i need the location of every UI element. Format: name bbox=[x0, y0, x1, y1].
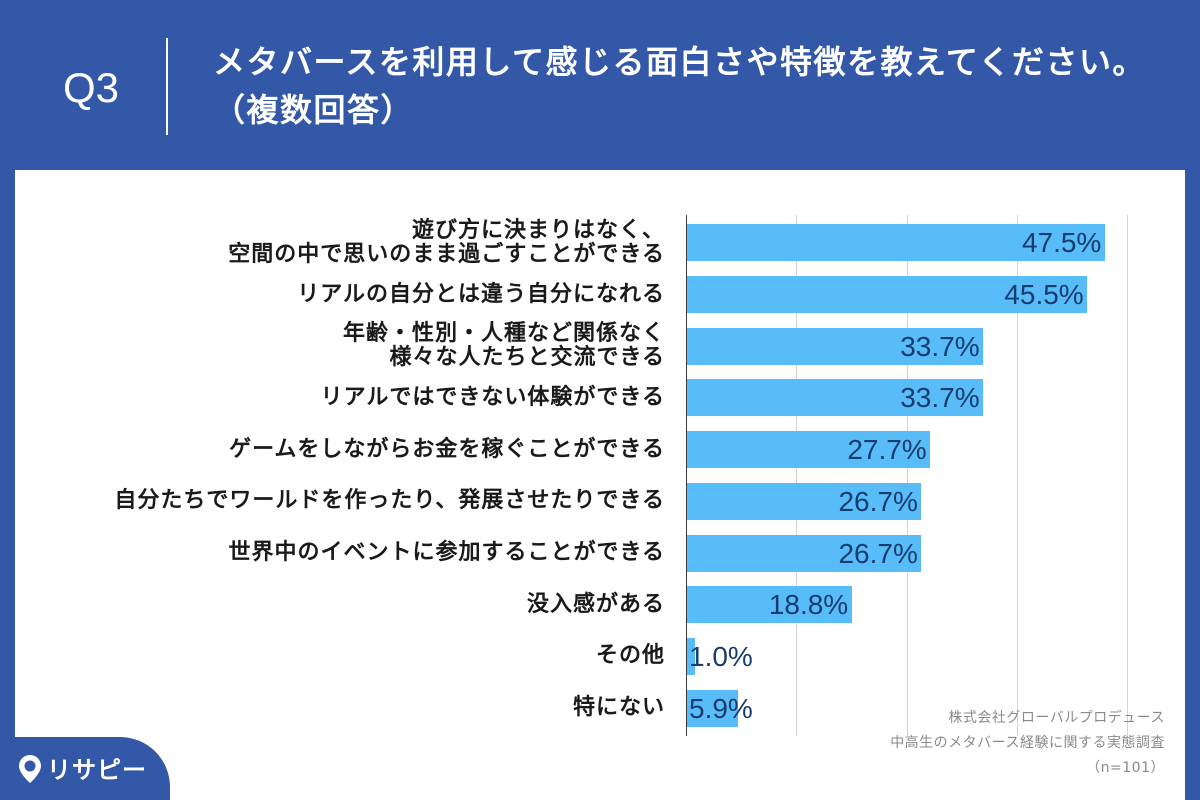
chart-subtitle: （複数回答） bbox=[213, 91, 415, 129]
source-note: 株式会社グローバルプロデュース 中高生のメタバース経験に関する実態調査 （n=1… bbox=[890, 706, 1165, 781]
bar bbox=[686, 379, 984, 417]
bar bbox=[686, 327, 984, 365]
bar bbox=[686, 689, 739, 727]
data-label: 45.5% bbox=[1004, 279, 1084, 311]
data-label: 33.7% bbox=[900, 382, 980, 414]
source-company: 株式会社グローバルプロデュース bbox=[948, 710, 1165, 726]
category-label: ゲームをしながらお金を稼ぐことができる bbox=[229, 436, 665, 462]
category-label: 遊び方に決まりはなく、 空間の中で思いのまま過ごすことができる bbox=[228, 217, 665, 267]
data-label: 47.5% bbox=[1021, 227, 1102, 259]
bar bbox=[686, 637, 695, 675]
chart-title: メタバースを利用して感じる面白さや特徴を教えてください。 bbox=[213, 43, 1146, 81]
data-label: 26.7% bbox=[838, 537, 918, 569]
question-number: Q3 bbox=[63, 64, 120, 111]
category-label: 没入感がある bbox=[526, 591, 665, 617]
category-label: リアルの自分とは違う自分になれる bbox=[297, 281, 665, 307]
category-label: リアルではできない体験ができる bbox=[320, 384, 665, 410]
category-label: 年齢・性別・人種など関係なく 様々な人たちと交流できる bbox=[342, 321, 665, 371]
bar bbox=[686, 534, 922, 572]
category-labels: 遊び方に決まりはなく、 空間の中で思いのまま過ごすことができるリアルの自分とは違… bbox=[15, 217, 665, 734]
source-survey: 中高生のメタバース経験に関する実態調査 bbox=[890, 735, 1165, 751]
brand-logo: リサピー bbox=[0, 737, 170, 800]
pin-icon bbox=[18, 754, 42, 784]
logo-text: リサピー bbox=[47, 756, 147, 784]
bars: 47.5% 45.5% 33.7% 33.7% 27.7% 26.7% 26.7% 18.8%… bbox=[686, 217, 1127, 734]
category-label: 特にない bbox=[572, 695, 665, 721]
bar bbox=[686, 224, 1105, 262]
gridline bbox=[906, 215, 908, 736]
bar bbox=[686, 586, 852, 624]
bar bbox=[686, 276, 1088, 314]
category-axis-line bbox=[686, 215, 687, 736]
data-label: 26.7% bbox=[838, 485, 918, 517]
data-label: 33.7% bbox=[900, 330, 980, 362]
plot-area: 47.5% 45.5% 33.7% 33.7% 27.7% 26.7% 26.7% 18.8%… bbox=[686, 215, 1128, 736]
bar bbox=[686, 431, 931, 469]
data-label: 18.8% bbox=[768, 589, 849, 621]
gridline bbox=[1127, 215, 1128, 736]
question-title: メタバースを利用して感じる面白さや特徴を教えてください。 （複数回答） bbox=[213, 38, 1188, 134]
source-sample-size: （n=101） bbox=[1086, 760, 1165, 776]
bar bbox=[686, 482, 922, 520]
chart-panel: 遊び方に決まりはなく、 空間の中で思いのまま過ごすことができるリアルの自分とは違… bbox=[15, 170, 1185, 800]
category-label: 自分たちでワールドを作ったり、発展させたりできる bbox=[114, 488, 665, 514]
gridline bbox=[796, 215, 798, 736]
gridlines bbox=[686, 215, 1128, 736]
data-label: 27.7% bbox=[847, 434, 927, 466]
gridline bbox=[1016, 215, 1018, 736]
category-label: その他 bbox=[595, 643, 665, 669]
header-divider bbox=[166, 38, 168, 135]
data-label: 5.9% bbox=[689, 692, 753, 724]
data-label: 1.0% bbox=[689, 640, 753, 672]
category-label: 世界中のイベントに参加することができる bbox=[228, 540, 665, 566]
